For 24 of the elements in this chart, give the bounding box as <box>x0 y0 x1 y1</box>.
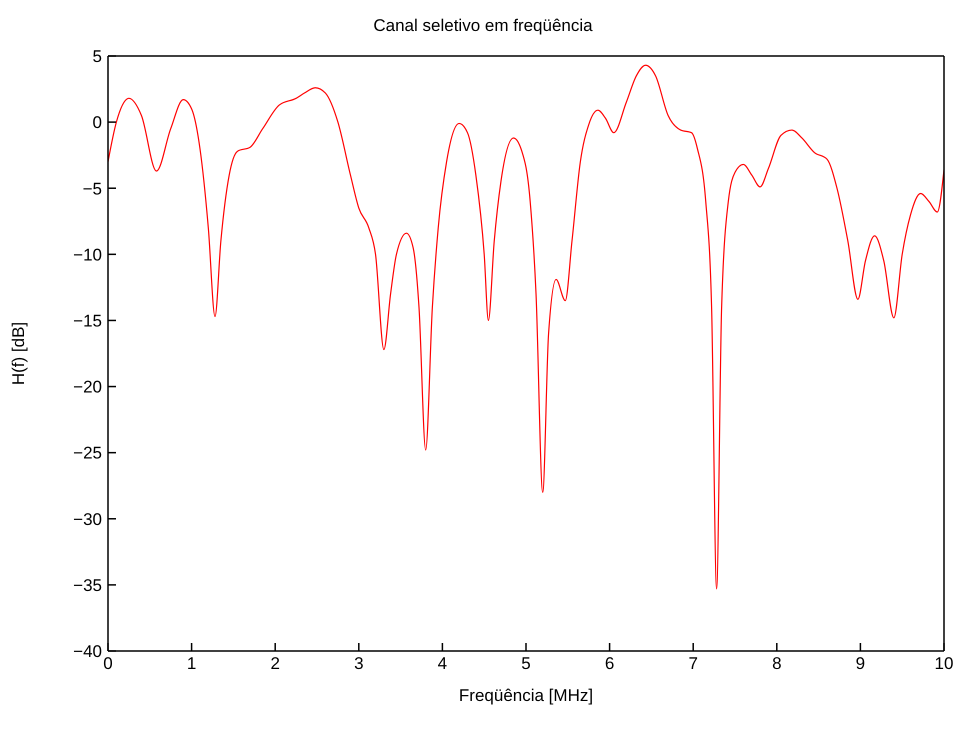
y-tick-label: 0 <box>92 113 102 132</box>
x-tick-label: 10 <box>934 654 954 674</box>
x-tick-label: 6 <box>604 654 614 674</box>
x-tick-label: 7 <box>688 654 698 674</box>
x-tick-label: 8 <box>772 654 782 674</box>
y-tick-label: −40 <box>73 642 102 662</box>
y-tick-label: −20 <box>73 378 102 397</box>
y-axis-title: H(f) [dB] <box>9 322 28 386</box>
x-tick-label: 3 <box>354 654 364 674</box>
y-tick-label: −10 <box>73 245 102 264</box>
x-tick-label: 4 <box>438 654 448 674</box>
y-tick-label: 5 <box>92 47 102 66</box>
y-tick-label: −5 <box>82 179 102 198</box>
x-axis-title: Freqüência [MHz] <box>458 686 594 705</box>
y-tick-label: −35 <box>73 576 102 595</box>
x-tick-label: 9 <box>856 654 866 674</box>
chart-title: Canal seletivo em freqüência <box>372 16 594 36</box>
x-tick-label: 2 <box>270 654 280 674</box>
x-tick-label: 5 <box>521 654 531 674</box>
y-tick-label: −30 <box>73 510 102 529</box>
line-series <box>108 64 944 590</box>
y-tick-label: −15 <box>73 311 102 330</box>
y-tick-label: −25 <box>73 444 102 463</box>
x-tick-label: 1 <box>186 654 196 674</box>
